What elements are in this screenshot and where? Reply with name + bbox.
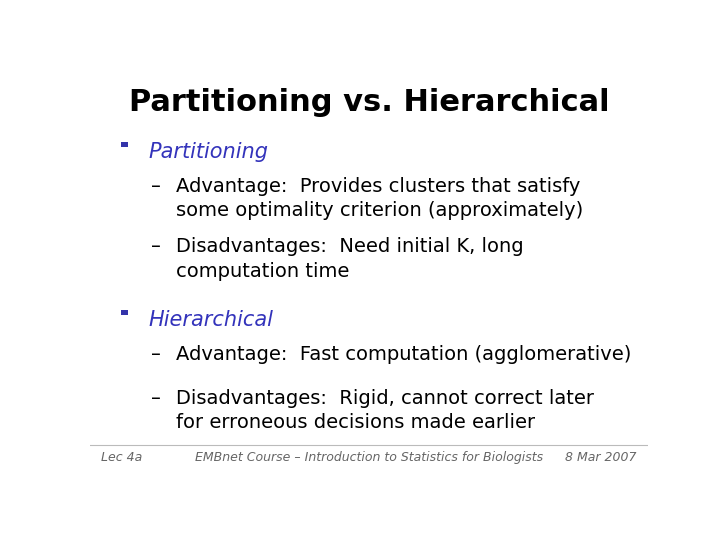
Text: Hierarchical: Hierarchical <box>148 310 274 330</box>
FancyBboxPatch shape <box>121 310 128 315</box>
Text: 8 Mar 2007: 8 Mar 2007 <box>565 451 637 464</box>
Text: Disadvantages:  Rigid, cannot correct later
for erroneous decisions made earlier: Disadvantages: Rigid, cannot correct lat… <box>176 389 595 433</box>
Text: –: – <box>151 389 161 408</box>
Text: Lec 4a: Lec 4a <box>101 451 143 464</box>
FancyBboxPatch shape <box>121 141 128 147</box>
Text: Disadvantages:  Need initial K, long
computation time: Disadvantages: Need initial K, long comp… <box>176 238 524 281</box>
Text: –: – <box>151 238 161 256</box>
Text: Advantage:  Provides clusters that satisfy
some optimality criterion (approximat: Advantage: Provides clusters that satisf… <box>176 177 584 220</box>
Text: –: – <box>151 177 161 196</box>
Text: Partitioning: Partitioning <box>148 141 269 161</box>
Text: Advantage:  Fast computation (agglomerative): Advantage: Fast computation (agglomerati… <box>176 346 632 365</box>
Text: Partitioning vs. Hierarchical: Partitioning vs. Hierarchical <box>129 87 609 117</box>
Text: EMBnet Course – Introduction to Statistics for Biologists: EMBnet Course – Introduction to Statisti… <box>195 451 543 464</box>
Text: –: – <box>151 346 161 365</box>
